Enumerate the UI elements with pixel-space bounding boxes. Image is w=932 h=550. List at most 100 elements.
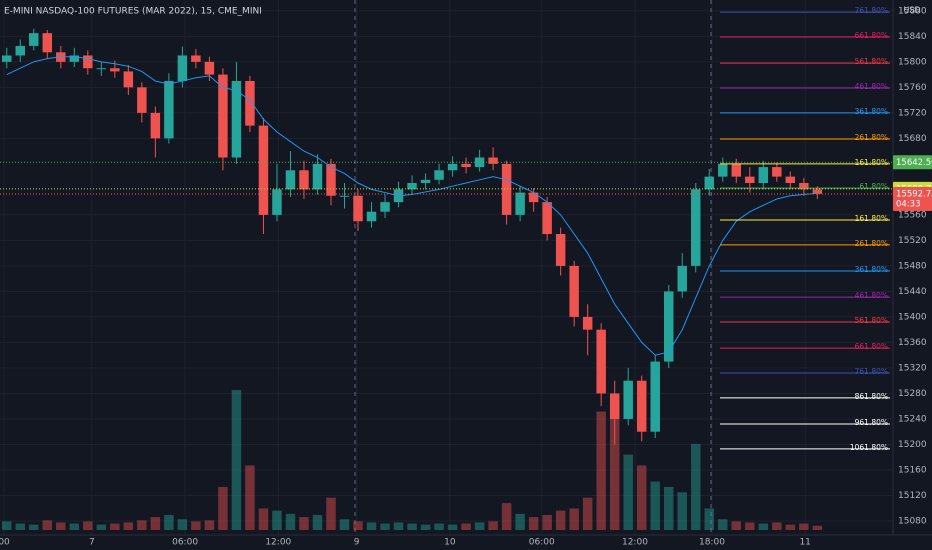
volume-bar: [812, 525, 823, 530]
volume-bar: [650, 481, 660, 530]
candle-body: [366, 211, 377, 222]
x-tick-label: 00: [0, 538, 10, 548]
y-tick-label: 15280: [898, 389, 927, 399]
volume-bar: [312, 514, 323, 530]
volume-bar: [785, 524, 796, 530]
candle-body: [110, 68, 120, 72]
candle-body: [96, 68, 107, 70]
candle-body: [258, 125, 269, 215]
volume-bar: [110, 523, 120, 530]
volume-bar: [582, 497, 593, 530]
candle-body: [596, 329, 606, 394]
x-tick-label: 9: [354, 538, 360, 548]
fib-label: 561.80%: [855, 316, 888, 325]
fib-label: 561.80%: [855, 57, 888, 66]
y-tick-label: 15520: [898, 236, 927, 246]
volume-bar: [609, 400, 620, 530]
candle-body: [245, 80, 255, 126]
fib-label: 61.80%: [859, 182, 888, 191]
volume-bar: [447, 524, 458, 530]
candle-body: [164, 80, 174, 139]
volume-bar: [191, 521, 201, 530]
fib-label: 761.80%: [855, 367, 888, 376]
candle-body: [718, 163, 728, 177]
candle-body: [353, 195, 363, 222]
volume-bar: [677, 492, 687, 530]
volume-bar: [569, 508, 579, 530]
volume-bar: [164, 514, 174, 530]
volume-bar: [69, 523, 80, 530]
candle-body: [731, 163, 742, 177]
volume-bar: [772, 522, 782, 530]
candle-body: [785, 176, 796, 184]
fib-label: 961.80%: [855, 418, 888, 427]
volume-bar: [528, 517, 539, 530]
volume-bar: [150, 517, 161, 530]
candle-body: [83, 55, 93, 69]
y-tick-label: 15560: [898, 210, 927, 220]
y-tick-label: 15360: [898, 338, 927, 348]
x-tick-label: 12:00: [622, 538, 648, 548]
chart-title: E-MINI NASDAQ-100 FUTURES (MAR 2022), 15…: [4, 7, 262, 17]
y-tick-label: 15760: [898, 83, 927, 93]
candle-body: [150, 112, 161, 139]
candle-body: [137, 87, 147, 113]
volume-bar: [758, 523, 769, 530]
candle-body: [380, 202, 390, 212]
candle-body: [191, 55, 201, 62]
fib-label: 461.80%: [855, 291, 888, 300]
volume-bar: [218, 486, 228, 530]
y-tick-label: 15480: [898, 261, 927, 271]
candle-body: [664, 291, 674, 362]
y-tick-label: 15200: [898, 440, 927, 450]
candle-body: [447, 163, 458, 171]
y-tick-label: 15240: [898, 414, 927, 424]
volume-bar: [96, 524, 107, 530]
fib-label: 1061.80%: [850, 443, 888, 452]
volume-bar: [461, 523, 471, 530]
candle-body: [407, 183, 417, 190]
candle-body: [339, 195, 350, 197]
volume-bar: [245, 465, 255, 530]
candle-body: [488, 157, 498, 164]
volume-bar: [366, 522, 377, 530]
candle-body: [650, 361, 660, 432]
candle-body: [29, 33, 39, 46]
candle-body: [420, 179, 431, 184]
volume-bar: [42, 520, 53, 530]
candle-body: [528, 192, 539, 203]
volume-bar: [83, 521, 93, 530]
fib-label: 461.80%: [855, 82, 888, 91]
volume-bar: [326, 497, 336, 530]
price-label: 15642.50: [896, 158, 932, 168]
candle-body: [272, 189, 282, 215]
volume-bar: [691, 443, 701, 530]
volume-bar: [745, 522, 755, 530]
volume-bar: [380, 523, 390, 530]
candle-body: [231, 80, 242, 158]
candle-body: [569, 265, 579, 317]
volume-bar: [177, 519, 188, 530]
candle-body: [677, 265, 687, 292]
candle-body: [42, 33, 53, 53]
y-tick-label: 15320: [898, 363, 927, 373]
x-tick-label: 12:00: [265, 538, 291, 548]
volume-bar: [474, 522, 485, 530]
volume-bar: [420, 524, 431, 530]
volume-bar: [488, 521, 498, 530]
y-tick-label: 15160: [898, 465, 927, 475]
x-tick-label: 06:00: [172, 538, 198, 548]
volume-bar: [623, 454, 633, 530]
candle-body: [812, 189, 823, 194]
candle-body: [285, 170, 296, 190]
volume-bar: [258, 508, 269, 530]
candle-body: [204, 61, 215, 75]
candle-body: [461, 163, 471, 168]
y-tick-label: 15400: [898, 312, 927, 322]
candle-body: [326, 163, 336, 196]
volume-bar: [299, 517, 309, 530]
volume-bar: [596, 411, 606, 530]
y-tick-label: 15440: [898, 287, 927, 297]
